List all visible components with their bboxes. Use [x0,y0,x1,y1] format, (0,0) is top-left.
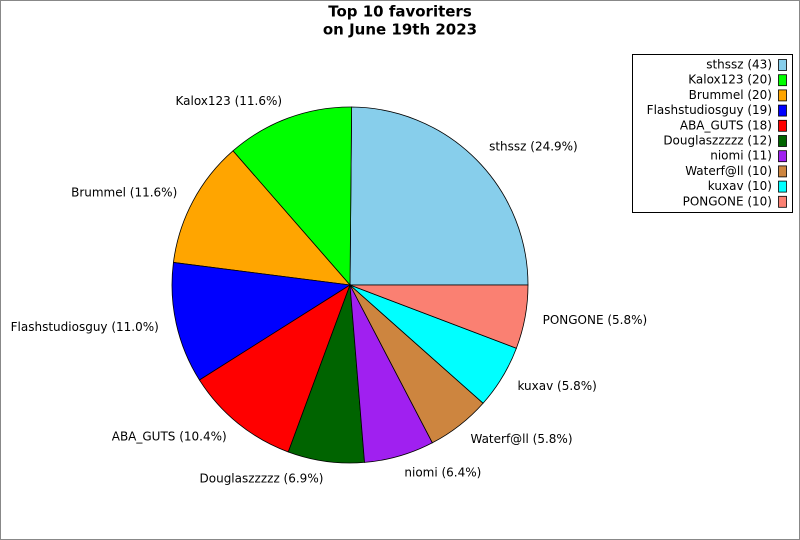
legend-swatch [778,135,787,147]
legend-swatch [778,59,787,71]
legend-label: ABA_GUTS (18) [680,118,772,132]
slice-label: Douglaszzzzz (6.9%) [200,471,324,485]
legend-label: sthssz (43) [706,58,772,72]
legend-box [632,54,793,213]
legend-label: Kalox123 (20) [688,73,772,87]
legend-swatch [778,165,787,178]
legend-swatch [778,119,787,132]
legend-swatch [778,104,787,117]
legend-label: PONGONE (10) [683,194,772,208]
legend-label: Flashstudiosguy (19) [647,103,772,117]
slice [171,261,352,381]
slice-label: Waterf@ll (5.8%) [470,432,572,446]
slice-label: sthssz (24.9%) [489,140,578,154]
slice-label: kuxav (5.8%) [517,379,596,393]
slice-label: Kalox123 (11.6%) [175,94,282,108]
chart-title: Top 10 favoriters [328,3,472,21]
slice [172,150,351,286]
legend-label: Brummel (20) [689,88,772,102]
slice-label: Brummel (11.6%) [71,185,177,199]
legend-label: Douglaszzzzz (12) [663,134,772,148]
legend-label: kuxav (10) [708,179,772,193]
legend-label: Waterf@ll (10) [685,164,772,178]
legend-label: niomi (11) [710,149,772,163]
slice-label: niomi (6.4%) [404,466,481,480]
slice-label: Flashstudiosguy (11.0%) [11,320,159,334]
chart-title: on June 19th 2023 [323,21,477,39]
slice-label: ABA_GUTS (10.4%) [112,430,227,444]
legend-swatch [778,89,787,102]
legend-swatch [778,74,787,87]
legend-swatch [778,150,787,163]
legend-swatch [778,195,787,208]
slice-label: PONGONE (5.8%) [543,313,648,327]
slice [349,284,529,349]
legend-swatch [778,180,787,193]
slice [349,106,529,286]
slice [232,106,353,287]
legend: sthssz (43)Kalox123 (20)Brummel (20)Flas… [632,54,793,213]
slice [198,284,351,453]
pie: sthssz (24.9%) Kalox123 (11.6%) Brummel (1… [11,94,648,486]
